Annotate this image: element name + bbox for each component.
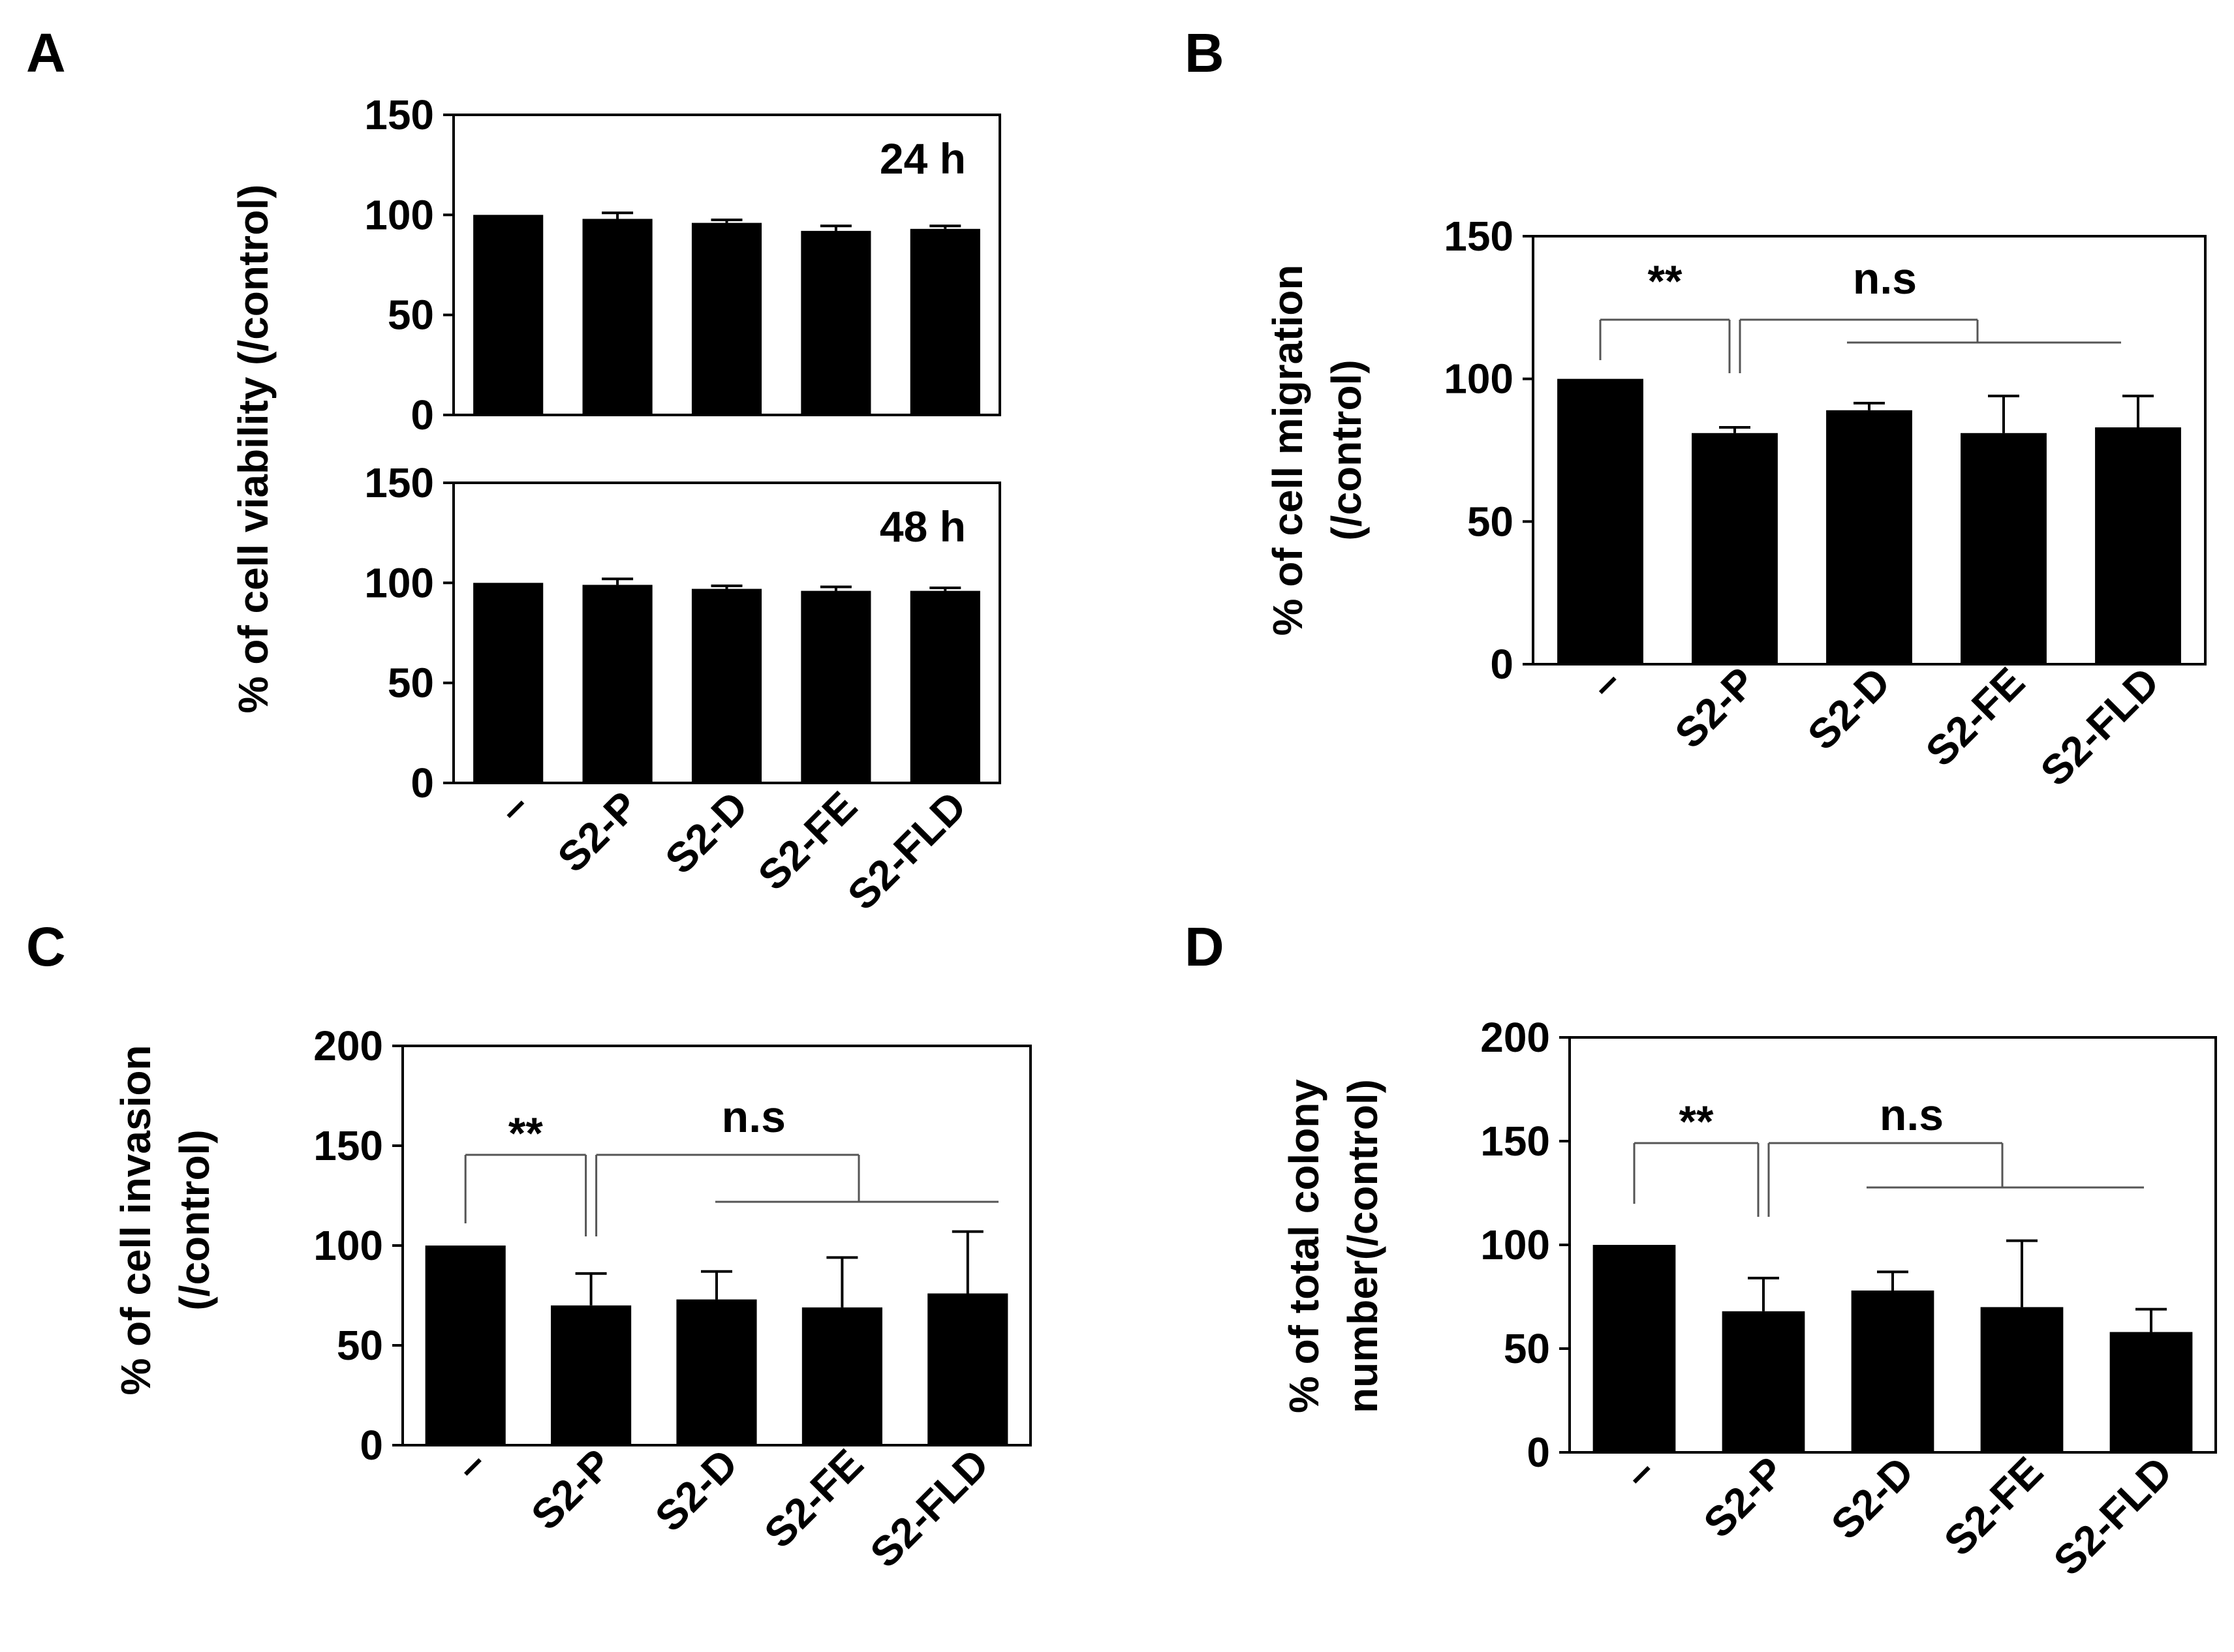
panel-a-letter: A [26, 22, 66, 84]
panel-d-ylabel: % of total colony [1280, 1079, 1327, 1413]
panel-a-bottom-category-label: S2-P [548, 782, 647, 881]
panel-c-bar [425, 1246, 506, 1445]
panel-c-category-label: S2-D [646, 1440, 747, 1540]
panel-a-bottom-bar [691, 589, 762, 783]
panel-d-category-label: S2-D [1822, 1448, 1923, 1548]
panel-a-bottom-bar [801, 590, 871, 783]
panel-d-bar [2109, 1332, 2193, 1452]
panel-d-bar [1980, 1307, 2064, 1452]
panel-a-timepoint-label: 24 h [880, 134, 966, 183]
panel-c-category-label: S2-P [522, 1440, 621, 1539]
panel-d-bar [1592, 1245, 1676, 1452]
panel-b-ns-label: n.s [1853, 254, 1917, 303]
panel-a-top-bar [691, 222, 762, 415]
panel-a-timepoint-label: 48 h [880, 502, 966, 551]
panel-d-ns-label: n.s [1880, 1090, 1944, 1140]
panel-d-category-label: S2-FE [1935, 1448, 2052, 1565]
panel-d-ytick-label: 0 [1527, 1429, 1550, 1476]
panel-d-bar [1722, 1311, 1805, 1452]
panel-c-ns-label: n.s [722, 1092, 786, 1142]
panel-a-top-bar [582, 219, 653, 415]
panel-d-ylabel: number(/control) [1339, 1079, 1386, 1413]
panel-b-category-label: S2-FLD [2032, 658, 2168, 795]
panel-b-ytick-label: 50 [1467, 498, 1513, 545]
panel-c-sig-label: ** [508, 1109, 543, 1158]
panel-c-bar [801, 1307, 882, 1445]
panel-b-ytick-label: 0 [1490, 641, 1513, 688]
panel-c-letter: C [26, 916, 66, 977]
panel-c-ytick-label: 150 [313, 1122, 383, 1169]
panel-a-top-ytick-label: 0 [411, 391, 434, 438]
panel-b-bar [1692, 433, 1778, 664]
panel-b-bar [1961, 433, 2047, 664]
panel-a-bottom-ytick-label: 50 [388, 660, 434, 707]
panel-a-top-ytick-label: 150 [364, 91, 434, 138]
panel-d-ytick-label: 50 [1504, 1325, 1550, 1372]
panel-a-bottom-bar [910, 590, 980, 783]
panel-b-ylabel: % of cell migration [1264, 265, 1311, 636]
panel-d-letter: D [1185, 916, 1224, 977]
panel-b-ylabel: (/control) [1323, 359, 1370, 540]
panel-a-bottom-ytick-label: 100 [364, 559, 434, 606]
panel-a-bottom-bar [582, 585, 653, 783]
panel-a-top-bar [910, 228, 980, 415]
panel-c-ytick-label: 0 [360, 1422, 383, 1469]
panel-a-ylabel: % of cell viability (/control) [230, 185, 277, 714]
panel-b-category-label: – [1581, 658, 1630, 708]
panel-a-bottom-ytick-label: 0 [411, 759, 434, 806]
panel-a-top-bar [473, 215, 544, 415]
panel-d-bar [1851, 1290, 1934, 1452]
panel-a-bottom-category-label: S2-D [656, 782, 756, 883]
panel-c-ytick-label: 50 [337, 1322, 383, 1369]
panel-c-bar [927, 1293, 1008, 1445]
panel-c-category-label: S2-FLD [861, 1440, 997, 1576]
panel-b-bar [1826, 410, 1912, 664]
panel-a-top-ytick-label: 50 [388, 292, 434, 339]
panel-c-ytick-label: 100 [313, 1222, 383, 1269]
panel-b-ytick-label: 100 [1444, 356, 1513, 403]
panel-d-category-label: – [1615, 1448, 1664, 1497]
panel-b-category-label: S2-D [1799, 658, 1899, 759]
panel-a-bottom-ytick-label: 150 [364, 459, 434, 506]
panel-d-ytick-label: 200 [1480, 1014, 1550, 1061]
panel-a-bottom-category-label: – [489, 782, 538, 832]
panel-c-ylabel: % of cell invasion [112, 1045, 159, 1395]
panel-a-bottom-category-label: S2-FLD [839, 782, 975, 919]
panel-b-sig-label: ** [1648, 256, 1683, 306]
panel-a-top-bar [801, 230, 871, 415]
panel-c-bar [676, 1299, 757, 1445]
panel-b-category-label: S2-P [1666, 658, 1765, 757]
panel-d-ytick-label: 100 [1480, 1221, 1550, 1268]
panel-d-sig-label: ** [1679, 1097, 1714, 1146]
panel-b-category-label: S2-FE [1917, 658, 2034, 775]
panel-b-ytick-label: 150 [1444, 213, 1513, 260]
panel-c-bar [551, 1305, 632, 1445]
panel-d-category-label: S2-FLD [2045, 1448, 2181, 1584]
panel-a-top-ytick-label: 100 [364, 191, 434, 238]
panel-c-ytick-label: 200 [313, 1022, 383, 1069]
panel-d-category-label: S2-P [1694, 1448, 1793, 1547]
panel-b-bar [2095, 427, 2181, 664]
panel-b-bar [1557, 378, 1643, 664]
panel-c-category-label: S2-FE [755, 1440, 872, 1557]
panel-a-bottom-bar [473, 583, 544, 783]
panel-c-ylabel: (/control) [171, 1129, 218, 1310]
panel-c-category-label: – [446, 1440, 495, 1490]
panel-d-ytick-label: 150 [1480, 1118, 1550, 1165]
panel-b-letter: B [1185, 22, 1224, 84]
